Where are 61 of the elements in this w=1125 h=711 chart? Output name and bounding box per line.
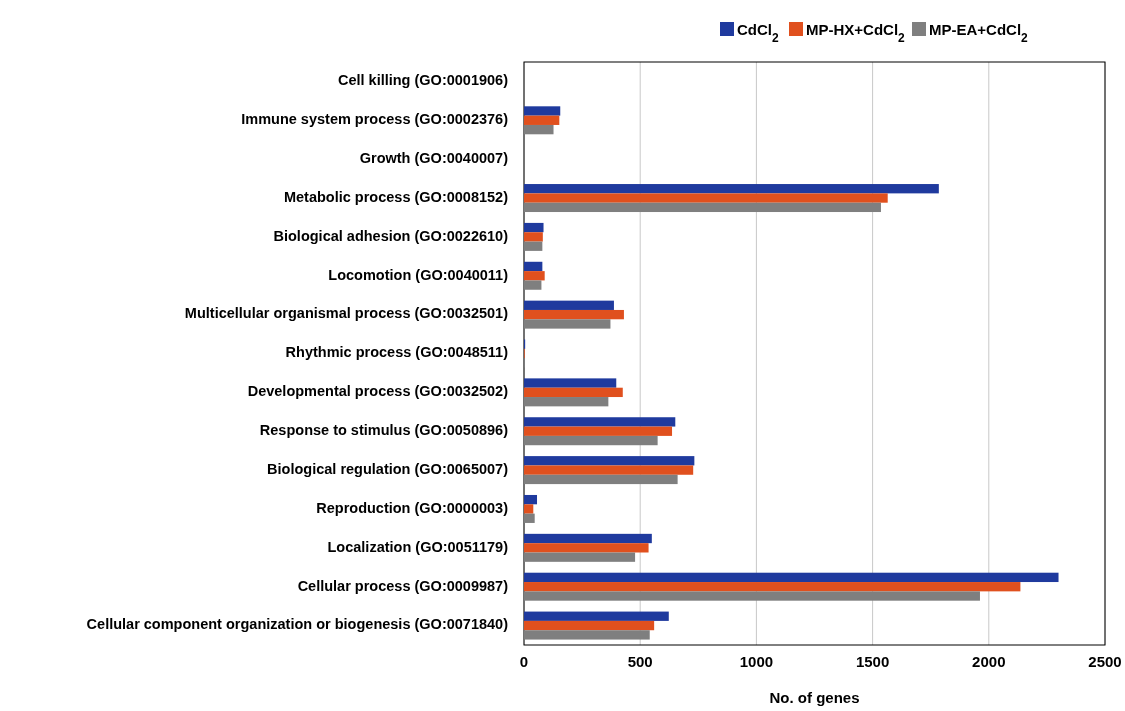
bar bbox=[524, 124, 554, 135]
x-tick-label: 1500 bbox=[855, 653, 890, 670]
bar bbox=[524, 552, 636, 562]
bar bbox=[524, 222, 544, 233]
bar bbox=[524, 271, 545, 281]
bar bbox=[524, 417, 676, 427]
y-tick-label: Immune system process (GO:0002376) bbox=[241, 111, 509, 128]
y-tick-label: Response to stimulus (GO:0050896) bbox=[259, 422, 509, 439]
y-tick-label: Biological regulation (GO:0065007) bbox=[267, 460, 509, 477]
bar bbox=[524, 591, 980, 601]
y-tick-label: Reproduction (GO:0000003) bbox=[316, 499, 509, 516]
x-axis-title: No. of genes bbox=[769, 689, 860, 706]
legend-label: CdCl$_{2}$ bbox=[737, 21, 779, 45]
y-tick-label: Localization (GO:0051179) bbox=[327, 538, 509, 555]
bar bbox=[524, 572, 1059, 583]
bar bbox=[524, 184, 939, 194]
bar bbox=[524, 378, 617, 388]
bar bbox=[524, 474, 678, 485]
bar bbox=[524, 387, 623, 398]
x-tick-label: 1000 bbox=[739, 653, 774, 670]
bar bbox=[524, 504, 534, 514]
bar bbox=[524, 543, 649, 553]
bar bbox=[524, 582, 1021, 592]
bar bbox=[524, 115, 560, 125]
x-tick-label: 500 bbox=[627, 653, 653, 670]
y-tick-label: Locomotion (GO:0040011) bbox=[328, 266, 509, 283]
bar bbox=[524, 261, 543, 272]
bar bbox=[524, 513, 535, 523]
bar bbox=[524, 630, 650, 640]
y-tick-label: Biological adhesion (GO:0022610) bbox=[273, 227, 509, 244]
bar bbox=[524, 193, 888, 203]
bar bbox=[524, 309, 624, 320]
y-tick-label: Developmental process (GO:0032502) bbox=[247, 383, 509, 400]
bar bbox=[524, 620, 655, 631]
bar bbox=[524, 611, 669, 621]
bar bbox=[524, 232, 543, 242]
y-tick-label: Cellular component organization or biogenesis (GO:0071840) bbox=[86, 616, 509, 633]
bar bbox=[524, 494, 538, 505]
bar bbox=[524, 426, 673, 436]
bar bbox=[524, 456, 695, 466]
bar bbox=[524, 202, 881, 213]
y-tick-label: Growth (GO:0040007) bbox=[359, 149, 509, 166]
y-tick-label: Metabolic process (GO:0008152) bbox=[283, 188, 509, 205]
x-tick-label: 2500 bbox=[1088, 653, 1122, 670]
y-tick-label: Rhythmic process (GO:0048511) bbox=[285, 344, 509, 361]
bar bbox=[524, 280, 542, 290]
bar bbox=[524, 397, 609, 407]
legend-label: MP-EA+CdCl$_{2}$ bbox=[929, 21, 1029, 45]
bar bbox=[524, 435, 658, 446]
bar bbox=[524, 106, 561, 116]
bar bbox=[524, 241, 543, 251]
x-tick-label: 2000 bbox=[972, 653, 1006, 670]
y-tick-label: Cell killing (GO:0001906) bbox=[337, 72, 509, 89]
bar bbox=[524, 533, 652, 544]
bar bbox=[524, 465, 694, 475]
x-tick-label: 0 bbox=[519, 653, 529, 670]
bar bbox=[524, 300, 614, 310]
bar bbox=[524, 319, 611, 329]
legend-label: MP-HX+CdCl$_{2}$ bbox=[806, 21, 906, 45]
y-tick-label: Multicellular organismal process (GO:0032501) bbox=[184, 305, 509, 322]
y-tick-label: Cellular process (GO:0009987) bbox=[297, 577, 509, 594]
